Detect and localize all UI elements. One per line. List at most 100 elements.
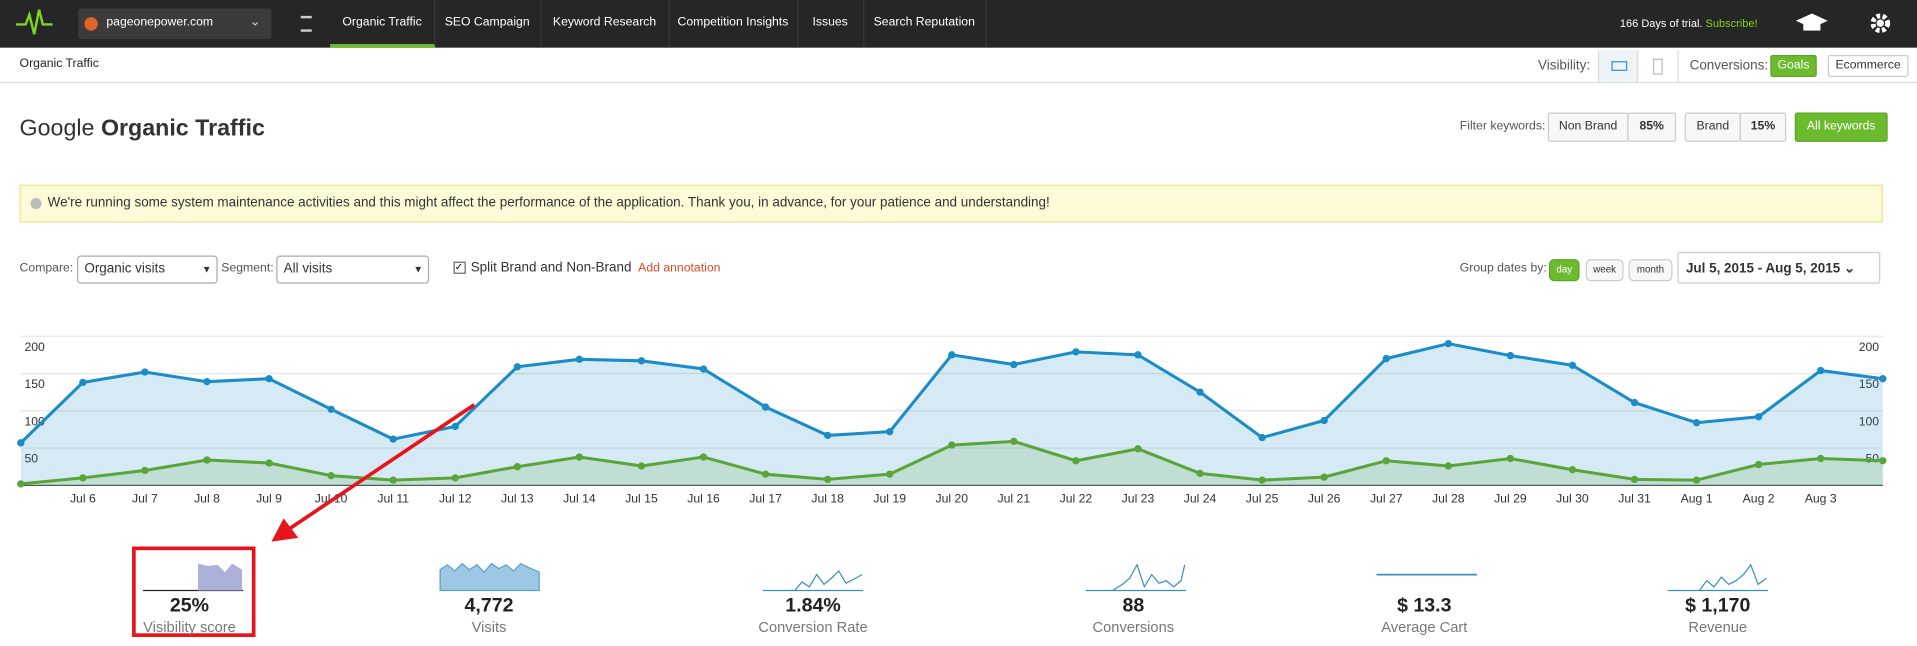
nav-tab[interactable]: Keyword Research xyxy=(540,0,670,48)
point xyxy=(1010,437,1018,446)
y-tick-label: 150 xyxy=(1859,377,1880,391)
highlight-box xyxy=(132,546,256,637)
add-annotation[interactable]: Add annotation xyxy=(638,261,721,276)
split-label[interactable]: Split Brand and Non-Brand xyxy=(470,260,632,276)
segment-select[interactable]: All visits ▼ xyxy=(276,255,430,284)
info-icon xyxy=(30,198,42,210)
non-brand-pct[interactable]: 85% xyxy=(1627,112,1677,142)
point xyxy=(1568,466,1577,474)
group-day[interactable]: day xyxy=(1549,259,1580,282)
select-arrow: ▼ xyxy=(413,264,424,276)
nav-tab[interactable]: Issues xyxy=(797,0,865,48)
subheader xyxy=(0,48,1917,84)
logo[interactable] xyxy=(15,7,54,39)
brand-button[interactable]: Brand xyxy=(1684,112,1741,142)
x-tick-label: Jul 14 xyxy=(563,491,596,505)
x-tick-label: Jul 21 xyxy=(998,491,1031,505)
metric-value: 4,772 xyxy=(464,595,514,617)
date-range[interactable]: Jul 5, 2015 - Aug 5, 2015 ⌄ xyxy=(1677,251,1881,284)
x-tick-label: Jul 17 xyxy=(749,491,782,505)
compare-label: Compare: xyxy=(19,261,74,276)
settings-icon[interactable] xyxy=(1868,10,1897,39)
site-icon xyxy=(84,17,98,31)
metric-value: $ 1,170 xyxy=(1685,595,1751,617)
point xyxy=(1444,462,1452,470)
all-keywords-button[interactable]: All keywords xyxy=(1794,112,1888,142)
notice-text: We're running some system maintenance ac… xyxy=(47,195,1050,211)
metric-label: Visits xyxy=(471,618,507,636)
subscribe-link[interactable]: Subscribe! xyxy=(1705,17,1758,30)
point xyxy=(1506,454,1515,463)
point xyxy=(1568,361,1577,369)
metric-label: Conversion Rate xyxy=(758,618,868,636)
laptop-icon xyxy=(1611,61,1628,71)
y-tick-label: 50 xyxy=(24,452,38,466)
nav-tab[interactable]: Competition Insights xyxy=(669,0,799,48)
site-select[interactable]: pageonepower.com ⌄ xyxy=(78,8,272,40)
y-tick-label: 200 xyxy=(1859,340,1880,354)
point xyxy=(1320,416,1328,425)
group-month[interactable]: month xyxy=(1628,259,1673,282)
goals-button[interactable]: Goals xyxy=(1770,55,1817,78)
mobile-toggle[interactable] xyxy=(1637,50,1679,82)
compare-select[interactable]: Organic visits ▼ xyxy=(77,255,218,284)
point xyxy=(575,355,584,363)
point xyxy=(265,459,273,467)
nav-tab[interactable]: Organic Traffic xyxy=(330,0,436,48)
point xyxy=(1382,354,1390,363)
phone-icon xyxy=(1652,58,1663,75)
point xyxy=(1134,351,1142,359)
point xyxy=(699,453,708,461)
x-tick-label: Jul 16 xyxy=(687,491,720,505)
filter-label: Filter keywords: xyxy=(1459,119,1546,134)
heading-prefix: Google xyxy=(19,116,95,142)
x-tick-label: Jul 25 xyxy=(1246,491,1279,505)
select-arrow: ▼ xyxy=(201,264,212,276)
x-tick-label: Jul 12 xyxy=(439,491,472,505)
metric-value: 25% xyxy=(169,595,210,617)
x-tick-label: Jul 29 xyxy=(1494,491,1527,505)
x-tick-label: Jul 7 xyxy=(132,491,158,505)
split-checkbox[interactable]: ✓ xyxy=(453,261,466,274)
nav-tab[interactable]: Search Reputation xyxy=(863,0,987,48)
point xyxy=(1072,457,1080,465)
sparkline xyxy=(1667,563,1768,592)
point xyxy=(637,462,646,470)
point xyxy=(948,351,956,359)
compare-value: Organic visits xyxy=(84,261,166,277)
desktop-toggle[interactable] xyxy=(1597,50,1639,82)
site-name: pageonepower.com xyxy=(106,15,214,30)
non-brand-button[interactable]: Non Brand xyxy=(1547,112,1629,142)
trial-info: 166 Days of trial. Subscribe! xyxy=(1620,17,1758,29)
nav-tab[interactable]: SEO Campaign xyxy=(434,0,542,48)
x-tick-label: Jul 6 xyxy=(70,491,96,505)
top-nav xyxy=(0,0,1917,48)
point xyxy=(1817,454,1825,463)
x-tick-label: Jul 23 xyxy=(1122,491,1155,505)
group-week[interactable]: week xyxy=(1585,259,1624,282)
point xyxy=(1630,398,1639,407)
x-tick-label: Jul 18 xyxy=(811,491,844,505)
x-tick-label: Jul 20 xyxy=(935,491,968,505)
point xyxy=(327,472,335,480)
segment-value: All visits xyxy=(283,261,333,277)
academy-icon[interactable] xyxy=(1795,12,1829,34)
point xyxy=(637,357,646,365)
point xyxy=(1817,366,1825,375)
x-tick-label: Jul 24 xyxy=(1184,491,1217,505)
brand-pct[interactable]: 15% xyxy=(1739,112,1787,142)
list-icon[interactable] xyxy=(300,15,312,32)
point xyxy=(1754,413,1763,421)
ecommerce-button[interactable]: Ecommerce xyxy=(1827,55,1909,78)
metric-label: Average Cart xyxy=(1381,618,1468,636)
point xyxy=(1879,375,1887,383)
y-tick-label: 100 xyxy=(1859,414,1880,428)
x-tick-label: Jul 30 xyxy=(1556,491,1589,505)
point xyxy=(761,470,770,478)
metric-label: Visibility score xyxy=(143,618,236,636)
point xyxy=(1258,476,1266,484)
